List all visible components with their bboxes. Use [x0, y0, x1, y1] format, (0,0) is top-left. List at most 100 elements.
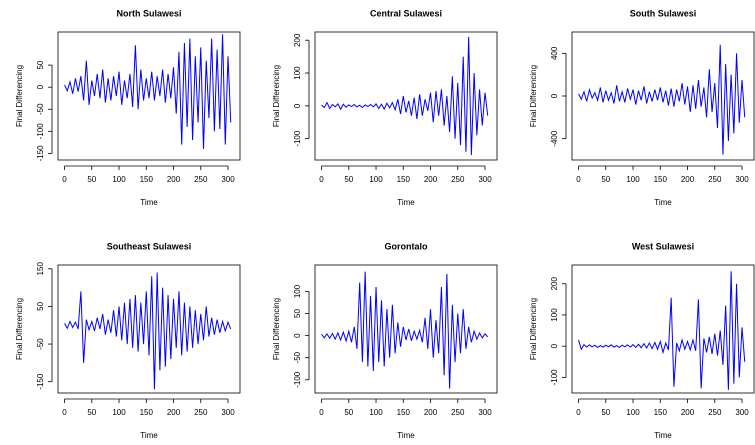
- x-tick-label: 50: [87, 408, 96, 417]
- x-tick-label: 150: [654, 408, 668, 417]
- x-tick-label: 0: [319, 408, 324, 417]
- x-tick-label: 300: [735, 175, 749, 184]
- x-tick-label: 150: [140, 408, 154, 417]
- y-axis-label: Final Differencing: [15, 298, 24, 360]
- plot-box: [314, 31, 498, 161]
- x-axis-label: Time: [654, 198, 672, 207]
- x-tick-label: 200: [167, 408, 181, 417]
- y-tick-label: -150: [36, 145, 45, 162]
- y-tick-label: 0: [550, 93, 559, 98]
- x-tick-label: 0: [62, 408, 67, 417]
- plot-area: [578, 44, 746, 155]
- x-tick-label: 0: [62, 175, 67, 184]
- panel: South Sulawesi 0 50 100 150 200 250 300 -400 0 400…: [529, 8, 755, 207]
- plot-box: [571, 264, 755, 394]
- x-axis-label: Time: [654, 431, 672, 440]
- y-tick-label: 0: [293, 103, 302, 108]
- x-axis-label: Time: [397, 198, 415, 207]
- data-line: [321, 271, 489, 389]
- x-tick-label: 100: [626, 408, 640, 417]
- y-tick-label: -100: [36, 123, 45, 140]
- panel: Central Sulawesi 0 50 100 150 200 250 300 -100 0 1…: [272, 8, 498, 207]
- y-axis-label: Final Differencing: [272, 298, 281, 360]
- y-tick-label: 200: [293, 33, 302, 47]
- data-line: [578, 271, 746, 390]
- x-tick-label: 150: [654, 175, 668, 184]
- plot-box: [571, 31, 755, 161]
- x-tick-label: 0: [576, 175, 581, 184]
- chart-title: South Sulawesi: [630, 8, 697, 18]
- y-tick-label: -100: [293, 130, 302, 147]
- x-tick-label: 0: [319, 175, 324, 184]
- y-tick-label: 400: [550, 46, 559, 60]
- y-tick-label: -50: [36, 338, 45, 350]
- y-tick-label: -400: [550, 130, 559, 147]
- chart-title: Gorontalo: [385, 241, 428, 251]
- chart-title: Southeast Sulawesi: [107, 241, 192, 251]
- x-tick-label: 200: [681, 408, 695, 417]
- x-tick-label: 50: [601, 408, 610, 417]
- x-tick-label: 300: [478, 408, 492, 417]
- x-tick-label: 300: [221, 408, 235, 417]
- y-tick-label: 100: [550, 308, 559, 322]
- x-tick-label: 50: [344, 408, 353, 417]
- x-axis-label: Time: [397, 431, 415, 440]
- y-tick-label: 50: [293, 309, 302, 318]
- x-tick-label: 100: [112, 175, 126, 184]
- x-tick-label: 200: [424, 408, 438, 417]
- x-tick-label: 50: [87, 175, 96, 184]
- y-tick-label: 50: [36, 301, 45, 310]
- x-tick-label: 200: [424, 175, 438, 184]
- panel: Southeast Sulawesi 0 50 100 150 200 250 300 -150…: [15, 241, 241, 440]
- x-tick-label: 250: [194, 408, 208, 417]
- y-tick-label: 0: [550, 343, 559, 348]
- plot-box: [314, 264, 498, 394]
- y-axis-label: Final Differencing: [272, 65, 281, 127]
- chart-title: North Sulawesi: [116, 8, 181, 18]
- chart-title: West Sulawesi: [632, 241, 694, 251]
- data-line: [321, 36, 489, 156]
- y-tick-label: 200: [550, 277, 559, 291]
- y-axis-label: Final Differencing: [15, 65, 24, 127]
- y-tick-label: 100: [293, 284, 302, 298]
- data-line: [64, 34, 232, 149]
- y-tick-label: 0: [36, 84, 45, 89]
- x-axis-label: Time: [140, 198, 158, 207]
- x-tick-label: 100: [369, 408, 383, 417]
- x-tick-label: 250: [451, 175, 465, 184]
- x-tick-label: 200: [681, 175, 695, 184]
- panel: West Sulawesi 0 50 100 150 200 250 300 -100 0 100 2…: [529, 241, 755, 440]
- x-tick-label: 200: [167, 175, 181, 184]
- x-tick-label: 100: [112, 408, 126, 417]
- y-tick-label: -100: [293, 371, 302, 388]
- x-tick-label: 50: [601, 175, 610, 184]
- plot-area: [64, 272, 232, 390]
- plot-box: [57, 264, 241, 394]
- x-tick-label: 300: [735, 408, 749, 417]
- chart-title: Central Sulawesi: [370, 8, 442, 18]
- panel: North Sulawesi 0 50 100 150 200 250 300 -150 -100…: [15, 8, 241, 207]
- x-tick-label: 150: [397, 175, 411, 184]
- x-tick-label: 250: [194, 175, 208, 184]
- y-tick-label: -150: [36, 373, 45, 390]
- x-tick-label: 250: [708, 408, 722, 417]
- y-axis-label: Final Differencing: [529, 65, 538, 127]
- x-tick-label: 250: [708, 175, 722, 184]
- x-tick-label: 0: [576, 408, 581, 417]
- x-tick-label: 300: [478, 175, 492, 184]
- panel: Gorontalo 0 50 100 150 200 250 300 -100 -50 0 50 100…: [272, 241, 498, 440]
- x-tick-label: 300: [221, 175, 235, 184]
- data-line: [578, 44, 746, 155]
- y-tick-label: 100: [293, 66, 302, 80]
- x-tick-label: 100: [369, 175, 383, 184]
- x-tick-label: 150: [140, 175, 154, 184]
- y-axis-label: Final Differencing: [529, 298, 538, 360]
- plot-area: [321, 36, 489, 156]
- x-axis-label: Time: [140, 431, 158, 440]
- x-tick-label: 150: [397, 408, 411, 417]
- y-tick-label: 150: [36, 262, 45, 276]
- plot-box: [57, 31, 241, 161]
- plot-area: [321, 271, 489, 389]
- plot-area: [578, 271, 746, 390]
